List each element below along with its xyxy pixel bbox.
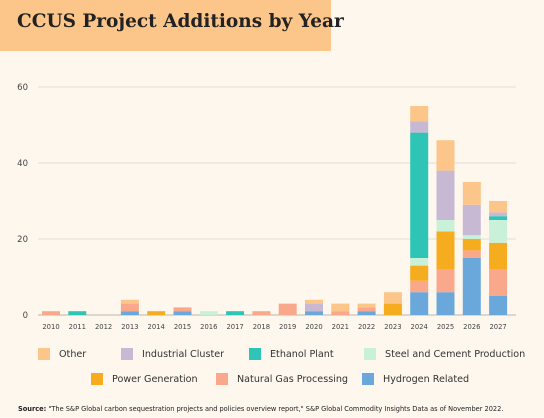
bar-hydrogen-related (410, 292, 429, 315)
x-tick-label: 2027 (489, 323, 506, 331)
legend-label-steel-and-cement-production: Steel and Cement Production (385, 348, 526, 360)
x-tick-label: 2023 (384, 323, 401, 331)
legend-label-industrial-cluster: Industrial Cluster (142, 348, 225, 360)
bar-other (331, 303, 350, 312)
bar-natural-gas-processing (278, 303, 297, 315)
bar-natural-gas-processing (173, 307, 192, 312)
bar-power-generation (462, 239, 481, 251)
x-tick-label: 2021 (332, 323, 349, 331)
legend-swatch-ethanol-plant (249, 348, 261, 360)
bar-natural-gas-processing (410, 280, 429, 293)
bar-industrial-cluster (305, 303, 323, 312)
bar-industrial-cluster (436, 170, 455, 220)
bar-industrial-cluster (462, 204, 481, 236)
y-tick-label: 20 (17, 235, 28, 245)
bar-hydrogen-related (357, 311, 376, 315)
legend-label-other: Other (59, 348, 87, 360)
legend-swatch-steel-and-cement-production (364, 348, 376, 360)
bar-industrial-cluster (410, 121, 429, 133)
source-note: Source: "The S&P Global carbon sequestra… (18, 405, 503, 413)
bar-other (305, 299, 323, 304)
legend-item-steel-and-cement-production[interactable]: Steel and Cement Production (364, 348, 525, 360)
x-tick-label: 2010 (42, 323, 59, 331)
bar-other (357, 303, 376, 308)
bar-natural-gas-processing (436, 269, 455, 293)
bar-power-generation (383, 303, 402, 315)
bar-natural-gas-processing (252, 311, 271, 315)
title-banner: CCUS Project Additions by Year (0, 0, 344, 51)
bar-other (410, 106, 429, 122)
bar-natural-gas-processing (357, 307, 376, 312)
source-text: "The S&P Global carbon sequestration pro… (48, 405, 504, 413)
y-tick-label: 0 (23, 311, 28, 321)
bar-natural-gas-processing (331, 311, 350, 315)
bar-steel-and-cement-production (410, 258, 429, 266)
legend-label-ethanol-plant: Ethanol Plant (270, 348, 334, 360)
bar-hydrogen-related (489, 296, 508, 315)
legend-item-industrial-cluster[interactable]: Industrial Cluster (121, 348, 224, 360)
legend-label-power-generation: Power Generation (112, 373, 198, 385)
source-prefix: Source: (18, 405, 47, 413)
legend-swatch-other (38, 348, 50, 360)
bar-natural-gas-processing (120, 303, 139, 312)
bar-ethanol-plant (489, 216, 508, 220)
legend-item-hydrogen-related[interactable]: Hydrogen Related (362, 373, 469, 385)
legend-label-natural-gas-processing: Natural Gas Processing (237, 373, 349, 385)
x-tick-label: 2018 (253, 323, 270, 331)
bar-power-generation (489, 242, 508, 270)
bar-steel-and-cement-production (199, 311, 218, 315)
y-tick-label: 60 (17, 83, 28, 93)
bar-steel-and-cement-production (462, 235, 481, 239)
legend-item-power-generation[interactable]: Power Generation (91, 373, 198, 385)
bar-power-generation (436, 231, 455, 270)
legend-swatch-power-generation (91, 373, 103, 385)
bar-hydrogen-related (436, 292, 455, 315)
bar-ethanol-plant (226, 311, 245, 315)
legend-swatch-hydrogen-related (362, 373, 374, 385)
bar-natural-gas-processing (462, 250, 481, 258)
x-tick-label: 2017 (226, 323, 243, 331)
bar-ethanol-plant (68, 311, 87, 315)
x-tick-label: 2014 (148, 323, 165, 331)
legend-swatch-industrial-cluster (121, 348, 133, 360)
x-tick-label: 2015 (174, 323, 191, 331)
x-tick-label: 2013 (121, 323, 138, 331)
x-tick-label: 2020 (305, 323, 322, 331)
bar-other (383, 292, 402, 304)
x-tick-label: 2022 (358, 323, 375, 331)
bar-hydrogen-related (173, 311, 192, 315)
y-tick-label: 40 (17, 159, 28, 169)
x-tick-label: 2025 (437, 323, 454, 331)
bar-other (462, 182, 481, 205)
bar-other (120, 299, 139, 304)
bar-steel-and-cement-production (489, 220, 508, 243)
bar-other (489, 201, 508, 213)
legend-item-other[interactable]: Other (38, 348, 86, 360)
legend-item-ethanol-plant[interactable]: Ethanol Plant (249, 348, 334, 360)
bar-steel-and-cement-production (436, 220, 455, 232)
bar-industrial-cluster (489, 212, 508, 217)
legend-label-hydrogen-related: Hydrogen Related (383, 373, 470, 385)
chart-title: CCUS Project Additions by Year (17, 11, 344, 32)
x-tick-label: 2016 (200, 323, 217, 331)
legend-swatch-natural-gas-processing (216, 373, 228, 385)
bar-hydrogen-related (120, 311, 139, 315)
x-tick-label: 2019 (279, 323, 296, 331)
bar-power-generation (410, 265, 429, 281)
bar-other (436, 140, 455, 171)
bar-hydrogen-related (462, 258, 481, 315)
bar-hydrogen-related (305, 311, 323, 315)
bar-power-generation (147, 311, 166, 315)
legend-item-natural-gas-processing[interactable]: Natural Gas Processing (216, 373, 348, 385)
x-tick-label: 2026 (463, 323, 480, 331)
x-tick-label: 2011 (69, 323, 86, 331)
bar-natural-gas-processing (42, 311, 60, 315)
x-tick-label: 2024 (411, 323, 428, 331)
bar-natural-gas-processing (489, 269, 508, 296)
bar-ethanol-plant (410, 132, 429, 258)
x-tick-label: 2012 (95, 323, 112, 331)
